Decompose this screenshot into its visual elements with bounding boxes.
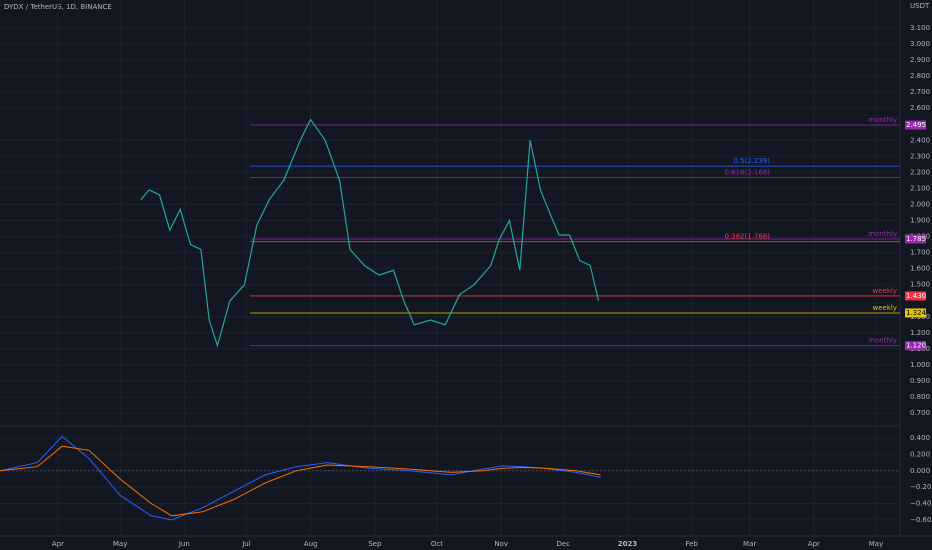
x-tick-label: Mar	[743, 540, 756, 548]
price-tag-label: 1.430	[906, 292, 926, 300]
y-tick-label: 3.000	[910, 40, 930, 48]
y-tick-label: 2.700	[910, 88, 930, 96]
x-tick-label: Apr	[52, 540, 64, 548]
y-tick-label: 0.200	[910, 450, 930, 458]
y-tick-label: 1.000	[910, 361, 930, 369]
x-tick-label: May	[113, 540, 127, 548]
x-tick-label: Nov	[494, 540, 508, 548]
y-tick-label: 1.500	[910, 281, 930, 289]
x-tick-label: Oct	[431, 540, 443, 548]
x-tick-label: Aug	[304, 540, 318, 548]
level-label: monthly	[868, 230, 897, 238]
macd-line	[0, 435, 601, 521]
x-tick-label: Jul	[241, 540, 251, 548]
y-tick-label: 1.700	[910, 249, 930, 257]
price-tag	[905, 308, 926, 318]
x-tick-label: Sep	[368, 540, 382, 548]
price-tag	[905, 291, 926, 301]
y-tick-label: 2.400	[910, 136, 930, 144]
level-label: monthly	[868, 116, 897, 124]
price-tag-label: 1.120	[906, 342, 926, 350]
level-label: monthly	[868, 337, 897, 345]
price-tag-label: 1.324	[906, 309, 927, 317]
y-tick-label: 2.800	[910, 72, 930, 80]
currency: USDT	[910, 2, 930, 10]
x-tick-label: May	[869, 540, 883, 548]
price-tag	[905, 341, 926, 351]
x-tick-label: Dec	[557, 540, 571, 548]
y-tick-label: −0.400	[910, 500, 932, 508]
y-tick-label: 2.100	[910, 184, 930, 192]
x-tick-label: Feb	[685, 540, 698, 548]
y-tick-label: 2.200	[910, 168, 930, 176]
y-tick-label: 2.900	[910, 56, 930, 64]
level-label: 0.5(2.239)	[733, 157, 770, 165]
y-tick-label: −0.200	[910, 483, 932, 491]
price-tag	[905, 120, 926, 130]
x-tick-label: 2023	[618, 540, 638, 548]
y-tick-label: 0.800	[910, 393, 930, 401]
level-label: weekly	[873, 304, 897, 312]
level-label: 0.382(1.768)	[724, 233, 770, 241]
y-tick-label: 1.200	[910, 329, 930, 337]
y-tick-label: 0.400	[910, 434, 930, 442]
y-tick-label: 3.100	[910, 24, 930, 32]
y-tick-label: 0.000	[910, 467, 930, 475]
y-tick-label: 0.700	[910, 409, 930, 417]
y-tick-label: 0.900	[910, 377, 930, 385]
level-label: weekly	[873, 287, 897, 295]
price-tag-label: 1.785	[906, 235, 926, 243]
y-tick-label: −0.600	[910, 516, 932, 524]
y-tick-label: 1.600	[910, 265, 930, 273]
price-line	[140, 118, 600, 348]
level-label: 0.618(2.168)	[724, 169, 770, 177]
price-tag	[905, 234, 926, 244]
y-tick-label: 1.900	[910, 217, 930, 225]
x-tick-label: Jun	[178, 540, 190, 548]
y-tick-label: 2.600	[910, 104, 930, 112]
x-tick-label: Apr	[808, 540, 820, 548]
price-tag-label: 2.495	[906, 121, 926, 129]
macd-line	[0, 445, 601, 517]
y-tick-label: 2.300	[910, 152, 930, 160]
y-tick-label: 2.000	[910, 200, 930, 208]
